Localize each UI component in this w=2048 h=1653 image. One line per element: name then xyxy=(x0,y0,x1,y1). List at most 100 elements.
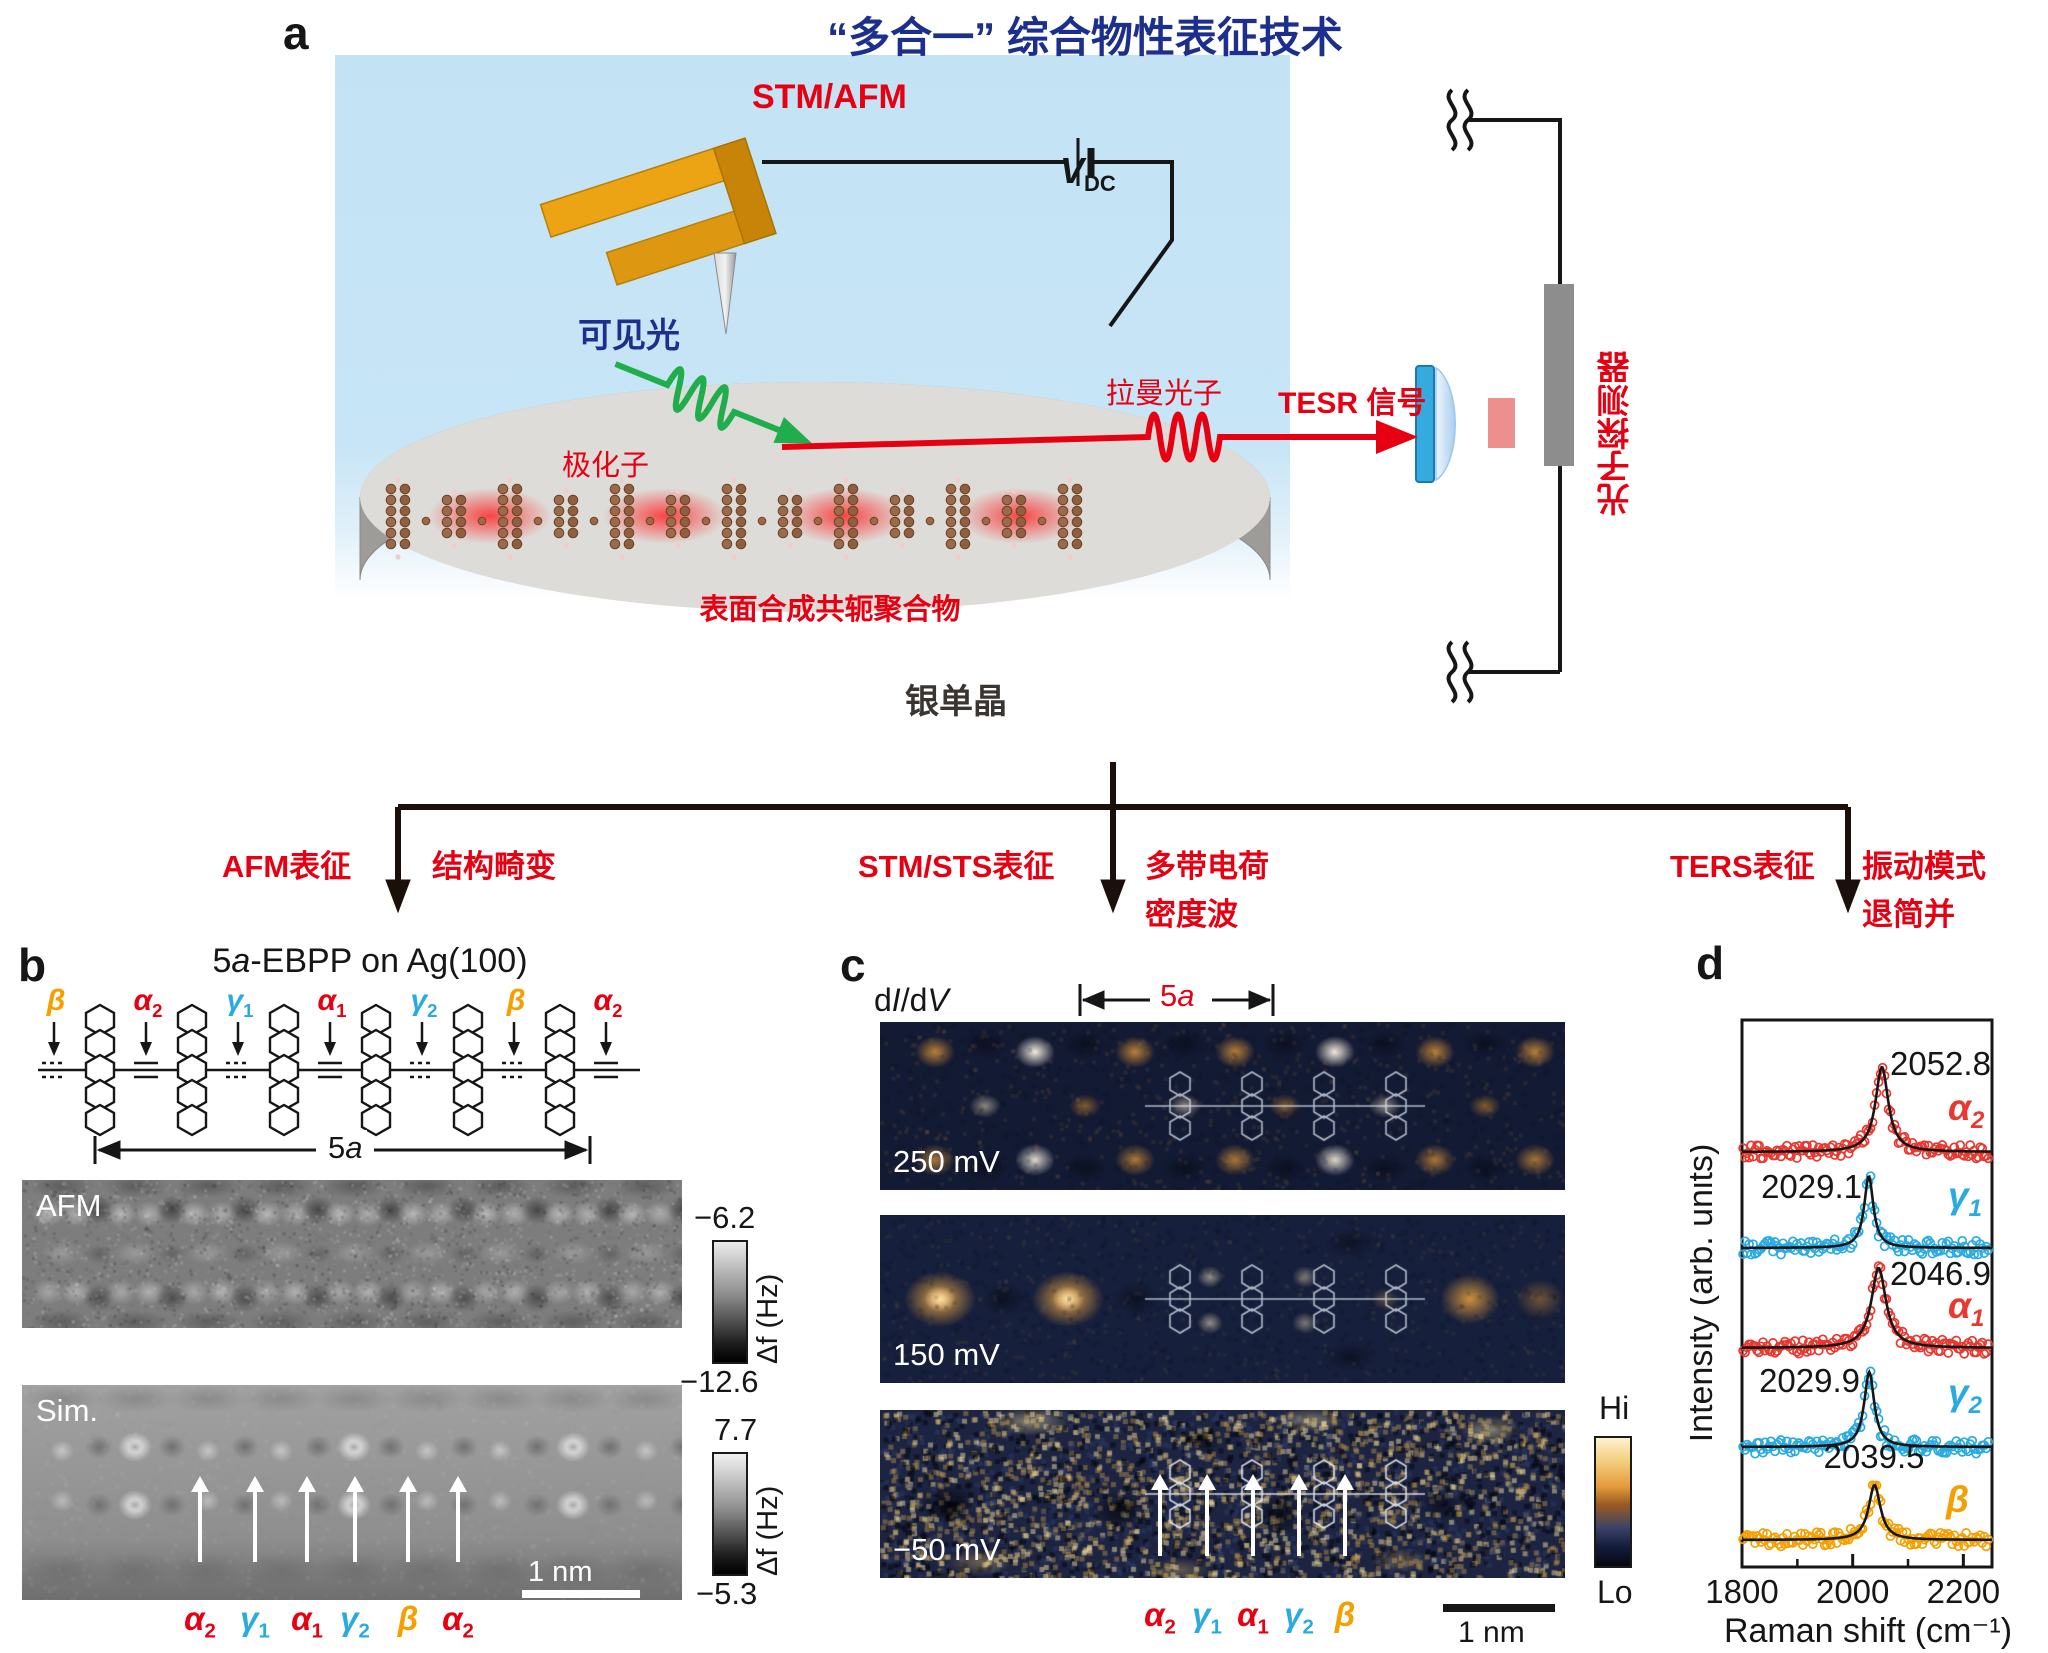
c-arrow-label-alpha2: α2 xyxy=(1144,1596,1176,1639)
c-arrow-label-gamma1: γ1 xyxy=(1192,1596,1222,1639)
vdc-label: VDC xyxy=(1060,150,1116,197)
stm-afm-sensor xyxy=(539,137,777,286)
svg-text:2029.1: 2029.1 xyxy=(1761,1168,1862,1205)
svg-text:γ1: γ1 xyxy=(1948,1175,1982,1222)
svg-text:2052.8: 2052.8 xyxy=(1890,1045,1991,1082)
b-arrow-label-beta: β xyxy=(397,1600,419,1637)
svg-text:Intensity (arb. units): Intensity (arb. units) xyxy=(1690,1144,1720,1443)
flow-ters-result-2: 退简并 xyxy=(1862,897,1955,932)
svg-text:α2: α2 xyxy=(1948,1087,1985,1134)
panel-d-label: d xyxy=(1696,937,1725,989)
span-5a-b: 5a xyxy=(324,1130,367,1166)
svg-text:1800: 1800 xyxy=(1705,1573,1778,1610)
didv-colorbar-lo: Lo xyxy=(1597,1574,1633,1610)
bond-label-gamma1: γ1 xyxy=(226,984,254,1021)
polymer-label: 表面合成共轭聚合物 xyxy=(699,594,961,626)
b-arrow-label-alpha2-2: α2 xyxy=(442,1600,474,1643)
flow-arrows xyxy=(385,762,1861,914)
sim-colorbar-unit: Δf (Hz) xyxy=(752,1485,784,1576)
unit-cell-span-c xyxy=(1078,984,1275,1016)
visible-light-label: 可见光 xyxy=(578,317,680,355)
span-5a-c: 5a xyxy=(1160,978,1195,1013)
flow-stm-result-1: 多带电荷 xyxy=(1145,849,1269,884)
c-arrow-label-gamma2: γ2 xyxy=(1284,1596,1314,1639)
didv-map-250mv xyxy=(880,1022,1565,1190)
b-arrow-label-alpha2-1: α2 xyxy=(184,1600,216,1643)
panel-c-label: c xyxy=(840,939,866,991)
flow-stm-method: STM/STS表征 xyxy=(858,849,1055,884)
didv-map-150mv xyxy=(880,1215,1565,1383)
sim-bond-arrows xyxy=(191,1476,467,1562)
flow-ters-method: TERS表征 xyxy=(1670,849,1815,884)
scalebar-b xyxy=(522,1590,640,1598)
photon-detector-assembly xyxy=(1415,284,1574,483)
crystal-label: 银单晶 xyxy=(905,683,1007,721)
c-arrow-label-beta: β xyxy=(1334,1596,1356,1633)
scalebar-b-label: 1 nm xyxy=(528,1556,593,1588)
afm-colorbar-unit: Δf (Hz) xyxy=(752,1273,784,1364)
polaron-label: 极化子 xyxy=(562,450,650,482)
svg-text:2029.9: 2029.9 xyxy=(1759,1362,1860,1399)
raman-spectra-plot: 2052.8 α2 2029.1 γ1 2046.9α1 2029.9 γ2 2039.5 β 1… xyxy=(1690,1018,2012,1650)
sim-colorbar-max: 7.7 xyxy=(714,1412,758,1447)
raman-signal-arrow xyxy=(781,411,1418,463)
tip-apex xyxy=(713,252,737,335)
scalebar-c-label: 1 nm xyxy=(1458,1616,1525,1649)
bias-label-150mv: 150 mV xyxy=(893,1337,1000,1372)
b-arrow-label-gamma2: γ2 xyxy=(340,1600,370,1643)
didv-colorbar xyxy=(1594,1436,1632,1568)
afm-image xyxy=(22,1180,682,1328)
svg-text:2000: 2000 xyxy=(1816,1573,1889,1610)
svg-text:2046.9: 2046.9 xyxy=(1890,1255,1991,1292)
photon-detector-label: 光子探测器 xyxy=(1597,351,1634,516)
chemical-structure xyxy=(38,1003,640,1137)
afm-colorbar-min: −12.6 xyxy=(680,1364,759,1399)
svg-text:α1: α1 xyxy=(1948,1285,1984,1332)
afm-image-label: AFM xyxy=(36,1188,102,1223)
sim-image-label: Sim. xyxy=(36,1393,98,1428)
raman-photon-label: 拉曼光子 xyxy=(1106,378,1223,410)
detector-circuit xyxy=(1446,88,1562,704)
b-arrow-label-alpha1: α1 xyxy=(291,1600,323,1643)
bond-label-beta-1: β xyxy=(46,984,66,1017)
flow-afm-method: AFM表征 xyxy=(222,849,352,884)
b-arrow-label-gamma1: γ1 xyxy=(240,1600,270,1643)
figure-title: “多合一” 综合物性表征技术 xyxy=(827,14,1343,61)
stm-afm-label: STM/AFM xyxy=(752,78,907,116)
didv-label: dI/dV xyxy=(874,982,949,1018)
map-bond-arrows xyxy=(1151,1474,1354,1556)
bond-label-alpha1: α1 xyxy=(317,984,347,1021)
afm-colorbar xyxy=(712,1240,748,1364)
bond-label-beta-2: β xyxy=(506,984,526,1017)
svg-text:β: β xyxy=(1945,1479,1969,1520)
didv-colorbar-hi: Hi xyxy=(1599,1390,1630,1426)
panel-a-label: a xyxy=(283,7,309,59)
bond-label-alpha2-1: α2 xyxy=(133,984,163,1021)
panel-b-label: b xyxy=(18,939,47,991)
flow-stm-result-2: 密度波 xyxy=(1145,897,1238,932)
tesr-signal-label: TESR 信号 xyxy=(1278,387,1427,420)
c-arrow-label-alpha1: α1 xyxy=(1237,1596,1269,1639)
bond-label-gamma2: γ2 xyxy=(410,984,438,1021)
flow-afm-result: 结构畸变 xyxy=(432,849,556,884)
unit-cell-span-b xyxy=(93,1136,592,1164)
visible-light-arrow xyxy=(614,361,813,444)
polymer-chain xyxy=(385,477,1083,560)
svg-text:2200: 2200 xyxy=(1927,1573,2000,1610)
scalebar-c xyxy=(1443,1604,1555,1612)
flow-ters-result-1: 振动模式 xyxy=(1862,849,1986,884)
sim-colorbar xyxy=(712,1452,748,1576)
bias-circuit xyxy=(762,138,1174,328)
didv-map-minus50mv xyxy=(880,1410,1565,1578)
svg-text:2039.5: 2039.5 xyxy=(1824,1438,1925,1475)
bias-label-250mv: 250 mV xyxy=(893,1144,1000,1179)
afm-colorbar-max: −6.2 xyxy=(694,1200,756,1235)
bond-label-alpha2-2: α2 xyxy=(593,984,623,1021)
afm-simulation-image xyxy=(22,1385,682,1600)
panel-b-title: 5a-EBPP on Ag(100) xyxy=(212,942,528,980)
svg-text:γ2: γ2 xyxy=(1948,1372,1983,1419)
bias-label-minus50mv: −50 mV xyxy=(893,1532,1001,1567)
sim-colorbar-min: −5.3 xyxy=(696,1576,758,1611)
